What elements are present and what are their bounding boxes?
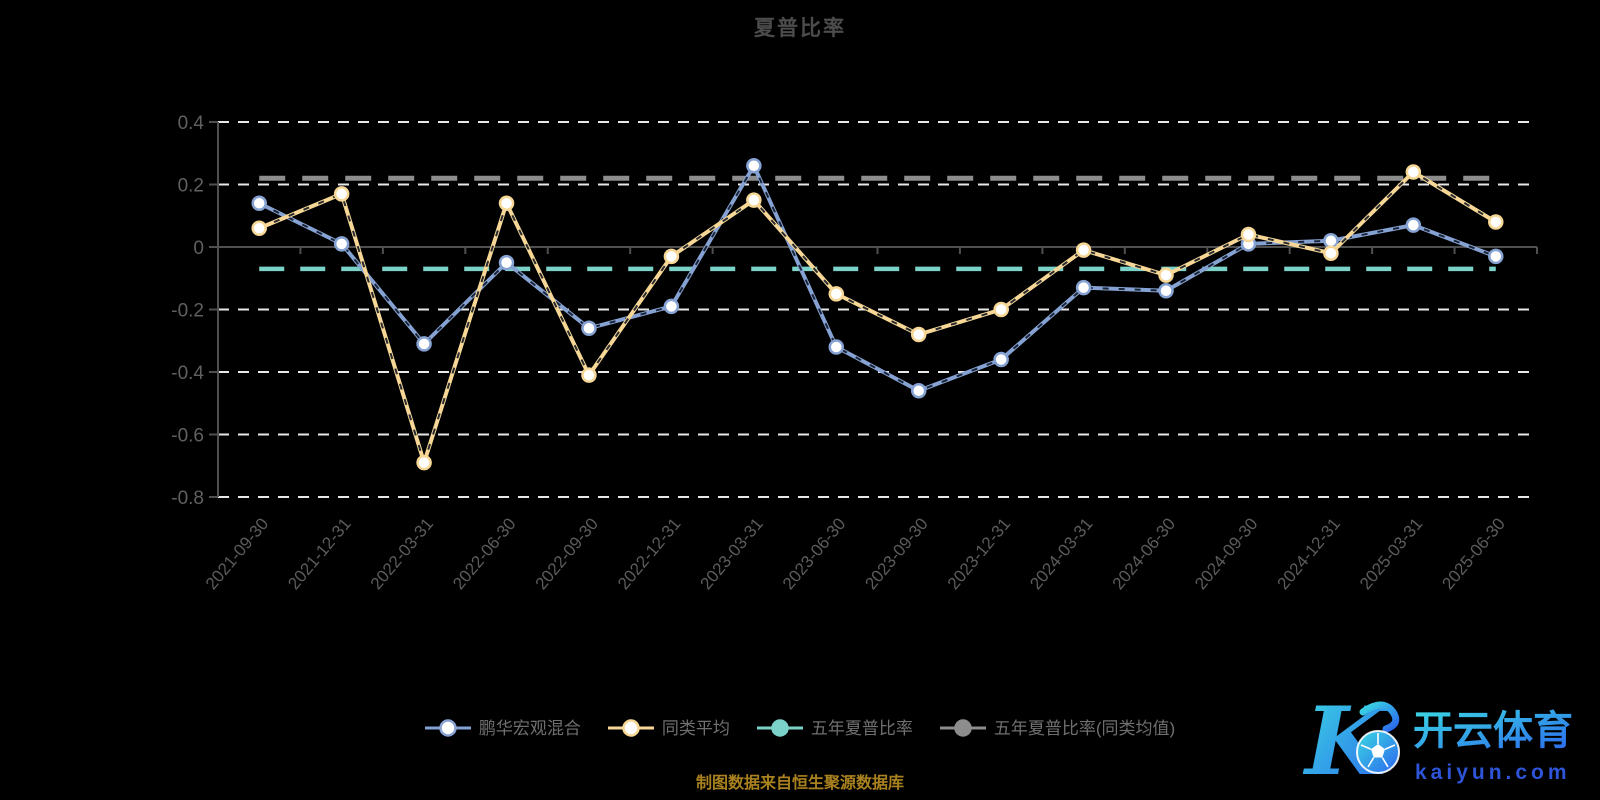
legend-marker-icon <box>607 719 654 737</box>
kaiyun-brand-text: 开云体育 <box>1413 709 1573 753</box>
x-tick-label: 2022-12-31 <box>614 514 684 593</box>
data-source-caption: 制图数据来自恒生聚源数据库 <box>695 775 904 792</box>
legend-item-five-year-sharpe[interactable]: 五年夏普比率 <box>756 718 913 738</box>
legend-marker-icon <box>424 719 471 737</box>
peer-average-series-marker[interactable] <box>498 195 515 211</box>
x-tick-label: 2021-09-30 <box>202 514 272 593</box>
y-tick-label: -0.2 <box>171 301 204 322</box>
legend: 鹏华宏观混合 同类平均 五年夏普比率 五年夏普比率(同类均值) <box>0 718 1600 738</box>
peer-average-series-marker[interactable] <box>416 454 432 471</box>
x-tick-label: 2021-12-31 <box>284 514 354 593</box>
legend-item-label: 五年夏普比率(同类均值) <box>993 718 1176 738</box>
kaiyun-logo: K 开云体育 kaiyun.com <box>1302 687 1593 797</box>
peer-average-series-marker[interactable] <box>1240 226 1257 243</box>
legend-item-peer-average[interactable]: 同类平均 <box>607 718 730 738</box>
x-tick-label: 2024-03-31 <box>1026 514 1096 593</box>
fund-series-marker[interactable] <box>993 351 1009 368</box>
peer-average-series-marker[interactable] <box>1075 242 1092 258</box>
sharpe-ratio-plot: 0.4 0.2 0 -0.2 -0.4 -0.6 -0.8 2021-09-30 2021-12… <box>171 113 1538 593</box>
x-tick-label: 2023-06-30 <box>779 514 849 593</box>
peer-average-series-marker[interactable] <box>251 220 267 236</box>
peer-average-series-line-dash-overlay <box>258 171 1497 464</box>
peer-average-series-marker[interactable] <box>1488 214 1504 230</box>
x-tick-label: 2025-06-30 <box>1438 514 1508 593</box>
chart-title: 夏普比率 <box>754 17 846 40</box>
fund-series-marker[interactable] <box>251 195 267 211</box>
fund-series-marker[interactable] <box>1158 283 1174 299</box>
x-tick-label: 2022-03-31 <box>367 514 437 593</box>
peer-average-series-marker[interactable] <box>1158 267 1174 283</box>
fund-series-line-dash-overlay <box>258 164 1497 392</box>
fund-series-marker[interactable] <box>663 298 680 315</box>
x-tick-label: 2024-06-30 <box>1109 514 1179 593</box>
y-tick-label: -0.6 <box>171 426 204 447</box>
fund-series-marker[interactable] <box>828 339 845 355</box>
peer-average-series-marker[interactable] <box>746 192 762 208</box>
fund-series-marker[interactable] <box>1488 248 1504 265</box>
legend-marker-icon <box>756 719 803 737</box>
x-tick-label: 2023-03-31 <box>696 514 766 593</box>
peer-average-series-line <box>257 170 1498 465</box>
y-tick-label: -0.4 <box>171 363 204 384</box>
x-tick-label: 2025-03-31 <box>1356 514 1426 593</box>
x-tick-label: 2024-12-31 <box>1274 514 1344 593</box>
fund-series-marker[interactable] <box>498 254 515 271</box>
fund-series-marker[interactable] <box>581 320 597 336</box>
legend-item-label: 五年夏普比率 <box>810 718 913 738</box>
peer-average-series-marker[interactable] <box>663 248 680 265</box>
x-tick-label: 2024-09-30 <box>1191 514 1261 593</box>
fund-series-marker[interactable] <box>416 336 432 352</box>
peer-average-series-marker[interactable] <box>333 186 350 202</box>
fund-series-marker[interactable] <box>1323 233 1339 249</box>
x-tick-label: 2022-09-30 <box>532 514 602 593</box>
legend-item-label: 鹏华宏观混合 <box>478 718 581 738</box>
peer-average-series-marker[interactable] <box>1323 245 1339 261</box>
kaiyun-domain-text: kaiyun.com <box>1415 761 1571 784</box>
y-tick-label: 0 <box>193 238 204 259</box>
y-tick-label: -0.8 <box>171 488 204 509</box>
fund-series-line <box>257 163 1498 393</box>
soccer-ball-icon <box>1356 730 1400 774</box>
y-tick-label: 0.2 <box>178 176 204 197</box>
peer-average-series-marker[interactable] <box>910 326 927 343</box>
x-tick-label: 2023-09-30 <box>861 514 931 593</box>
peer-average-series-marker[interactable] <box>993 301 1009 318</box>
y-tick-label: 0.4 <box>178 113 205 134</box>
legend-item-label: 同类平均 <box>661 718 730 738</box>
legend-item-fund[interactable]: 鹏华宏观混合 <box>424 718 581 738</box>
fund-series-marker[interactable] <box>333 236 350 252</box>
legend-marker-icon <box>939 719 986 737</box>
fund-series-marker[interactable] <box>1405 217 1422 233</box>
peer-average-series-marker[interactable] <box>828 286 845 302</box>
peer-average-series-marker[interactable] <box>581 367 597 383</box>
x-tick-label: 2022-06-30 <box>449 514 519 593</box>
fund-series-marker[interactable] <box>1075 279 1092 296</box>
fund-series-marker[interactable] <box>910 383 927 399</box>
fund-series-marker[interactable] <box>746 158 762 174</box>
peer-average-series-marker[interactable] <box>1405 164 1422 180</box>
legend-item-five-year-peer-average[interactable]: 五年夏普比率(同类均值) <box>939 718 1176 738</box>
logo-swirl <box>1359 701 1400 733</box>
x-tick-label: 2023-12-31 <box>944 514 1014 593</box>
